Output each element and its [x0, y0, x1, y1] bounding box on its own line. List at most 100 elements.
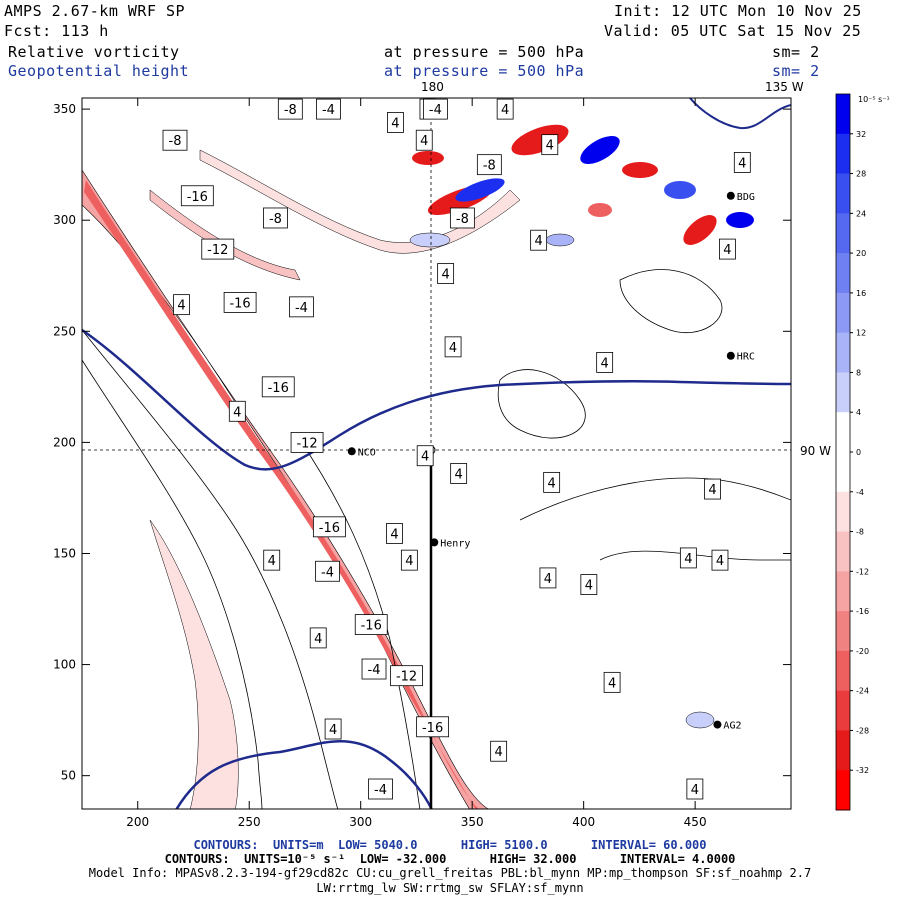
station-label: AG2 — [723, 721, 741, 732]
field2-smoothing: sm= 2 — [772, 62, 820, 80]
contour-label-text: -12 — [396, 670, 417, 685]
contour-label-box — [704, 478, 721, 500]
contour-label: -8 — [263, 207, 288, 229]
colorbar: 32 28 24 20 16 12 8 4 0 -4 -8 -12 -16 -20 -24 -28 -32 — [835, 93, 869, 811]
contour-label-text: 4 — [546, 139, 554, 154]
colorbar-swatch — [836, 94, 850, 135]
contour-label-text: -4 — [429, 103, 442, 118]
contour-label: 4 — [679, 547, 697, 569]
station-dot — [347, 447, 356, 456]
contour-label-text: -16 — [229, 296, 250, 311]
contour-label-box — [312, 516, 346, 538]
contour-label-box — [603, 671, 621, 693]
contour-label-text: 4 — [449, 341, 457, 356]
field1-label: Relative vorticity — [8, 43, 180, 61]
x-tick-label: 200 — [126, 815, 149, 829]
contour-label-text: 4 — [501, 103, 509, 118]
contour-label-box — [180, 185, 214, 207]
contour-label: 4 — [733, 152, 751, 173]
contour-label-text: -12 — [296, 436, 317, 451]
contour-label: 4 — [539, 567, 557, 589]
footer-vort-units: UNITS=10⁻⁵ s⁻¹ — [244, 852, 346, 866]
contour-label: 4 — [490, 740, 508, 762]
colorbar-tick-label: 20 — [856, 249, 866, 258]
contour-label-box — [679, 547, 697, 569]
colorbar-swatch — [836, 173, 850, 214]
footer-height-contours: CONTOURS: UNITS=m LOW= 5040.0 HIGH= 5100… — [0, 838, 900, 852]
contour-label: -4 — [361, 658, 387, 680]
colorbar-swatch — [836, 292, 850, 334]
footer-height-interval: INTERVAL= 60.000 — [590, 838, 707, 852]
contour-label: 4 — [596, 352, 614, 373]
lon-90w-label: 90 W — [800, 444, 831, 458]
contour-label: -12 — [390, 665, 423, 687]
contour-label-box — [263, 207, 288, 229]
contour-label-text: -4 — [322, 103, 335, 118]
contour-label: 4 — [719, 238, 736, 260]
valid-time: Valid: 05 UTC Sat 15 Nov 25 — [604, 22, 862, 40]
colorbar-tick-label: 12 — [856, 329, 866, 338]
vorticity-contour-line — [519, 477, 791, 521]
y-tick-label: 150 — [53, 546, 76, 560]
colorbar-swatch — [836, 412, 850, 453]
x-tick-label: 400 — [572, 815, 595, 829]
station-label: BDG — [737, 192, 755, 203]
vorticity-jet-core — [84, 180, 479, 809]
contour-label-text: 4 — [441, 268, 449, 283]
contour-labels: -4 4 4 -8 -4 4 4 4 -8 -8 4 -16 -8 -8 4 -12 4 -16 -4 4 4 4 -16 4… — [162, 98, 751, 800]
contour-label: 4 — [309, 627, 327, 649]
colorbar-tick-label: 4 — [856, 408, 861, 417]
contour-label-text: 4 — [723, 243, 731, 258]
contour-label-box — [450, 463, 468, 484]
colorbar-tick-label: 0 — [856, 448, 861, 457]
vorticity-contour-line — [299, 439, 421, 809]
station-label: HRC — [737, 352, 755, 363]
footer-vort-interval: INTERVAL= 4.0000 — [619, 852, 736, 866]
contour-label: -4 — [315, 560, 340, 582]
forecast-hour: Fcst: 113 h — [4, 22, 109, 40]
contour-label: 4 — [386, 523, 403, 544]
contour-label: 4 — [387, 112, 404, 133]
contour-label-text: 4 — [405, 554, 413, 569]
vorticity-jet-outer — [149, 519, 239, 809]
contour-label: 4 — [686, 778, 704, 800]
colorbar-unit: 10⁻⁵ s⁻¹ — [858, 95, 890, 104]
colorbar-swatch — [836, 650, 850, 692]
contour-label-box — [490, 740, 508, 762]
contour-label: 4 — [444, 336, 462, 358]
contour-label-text: 4 — [738, 156, 746, 171]
contour-label-text: -16 — [268, 381, 289, 396]
footer-radiation-info: LW:rrtmg_lw SW:rrtmg_sw SFLAY:sf_mynn — [316, 881, 584, 895]
colorbar-tick-label: -32 — [856, 766, 869, 775]
colorbar-swatch — [836, 452, 850, 493]
contour-label: 4 — [450, 463, 468, 484]
contour-label: 4 — [400, 549, 418, 571]
contour-label-text: 4 — [233, 405, 241, 420]
contour-label-text: -4 — [295, 301, 308, 316]
contour-label-text: -4 — [321, 565, 334, 580]
contour-label-box — [400, 549, 418, 571]
contour-label-text: 4 — [421, 450, 429, 465]
contour-label-box — [437, 263, 455, 284]
colorbar-swatch — [836, 491, 850, 533]
contour-label: -8 — [162, 129, 188, 151]
colorbar-swatch — [836, 213, 850, 254]
contour-label-text: 4 — [585, 579, 593, 594]
contour-label-text: -16 — [187, 190, 208, 205]
contour-label: -16 — [312, 516, 346, 538]
colorbar-swatch — [836, 372, 850, 413]
contour-label: -16 — [223, 292, 257, 313]
contour-label-box — [309, 627, 327, 649]
contour-label: 4 — [543, 471, 561, 493]
contour-label-text: 4 — [268, 554, 276, 569]
contour-label: -16 — [416, 716, 450, 738]
contour-label-box — [733, 152, 751, 173]
contour-label: -8 — [476, 154, 502, 176]
footer-height-low: LOW= 5040.0 — [338, 838, 418, 852]
contour-label: 4 — [173, 294, 190, 316]
y-tick-label: 100 — [53, 658, 76, 672]
colorbar-swatch — [836, 611, 850, 652]
init-time: Init: 12 UTC Mon 10 Nov 25 — [614, 2, 862, 20]
contour-label-box — [416, 716, 450, 738]
